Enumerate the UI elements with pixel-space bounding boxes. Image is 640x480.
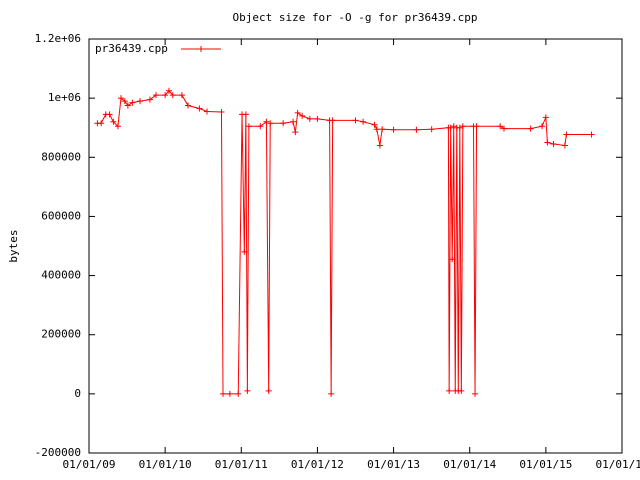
data-point [371, 121, 378, 128]
y-tick-label: 600000 [41, 209, 81, 222]
data-point [184, 102, 191, 109]
x-tick-label: 01/01/15 [519, 458, 572, 471]
series-line [97, 89, 592, 395]
x-tick-label: 01/01/14 [443, 458, 496, 471]
data-point [328, 390, 335, 397]
data-point [220, 390, 227, 397]
data-point [153, 92, 160, 99]
data-point [124, 102, 131, 109]
legend-marker [198, 46, 204, 52]
data-point [162, 92, 169, 99]
data-point [497, 123, 504, 130]
x-tick-label: 01/01/10 [139, 458, 192, 471]
data-point [550, 140, 557, 147]
data-point [376, 142, 383, 149]
data-point [146, 96, 153, 103]
x-tick-label: 01/01/12 [291, 458, 344, 471]
data-point [235, 390, 242, 397]
y-tick-label: 200000 [41, 328, 81, 341]
data-point [542, 114, 549, 121]
data-point [458, 387, 465, 394]
data-point [299, 112, 306, 119]
data-point [588, 131, 595, 138]
data-point [290, 118, 297, 125]
data-point [544, 139, 551, 146]
data-point [218, 109, 225, 116]
data-point [106, 111, 113, 118]
data-point [473, 123, 480, 130]
data-point [204, 108, 211, 115]
data-point [241, 248, 248, 255]
y-tick-label: 1e+06 [48, 91, 81, 104]
y-tick-label: 800000 [41, 150, 81, 163]
data-point [379, 126, 386, 133]
data-point [137, 98, 144, 105]
data-point [447, 124, 454, 131]
data-point [263, 118, 270, 125]
data-point [114, 123, 121, 130]
data-point [121, 98, 128, 105]
data-point [561, 142, 568, 149]
data-point [539, 123, 546, 130]
data-point [527, 125, 534, 132]
data-point [449, 256, 456, 263]
data-point [242, 111, 249, 118]
data-point [178, 92, 185, 99]
data-point [314, 115, 321, 122]
y-tick-label: 400000 [41, 269, 81, 282]
data-point [360, 118, 367, 125]
data-point [265, 387, 272, 394]
chart-title: Object size for -O -g for pr36439.cpp [232, 11, 477, 24]
y-tick-label: 0 [74, 387, 81, 400]
data-point [373, 126, 380, 133]
data-point [459, 123, 466, 130]
x-tick-label: 01/01/13 [367, 458, 420, 471]
data-point [226, 390, 233, 397]
x-tick-label: 01/01/09 [63, 458, 116, 471]
data-point [110, 118, 117, 125]
data-point [352, 117, 359, 124]
data-point [390, 126, 397, 133]
data-point [500, 125, 507, 132]
data-point [472, 390, 479, 397]
y-axis-label: bytes [7, 229, 20, 262]
data-point [563, 131, 570, 138]
data-point [456, 124, 463, 131]
data-point [413, 126, 420, 133]
data-point [257, 123, 264, 130]
data-point [306, 115, 313, 122]
data-point [267, 120, 274, 127]
data-point [245, 123, 252, 130]
y-tick-label: 1.2e+06 [35, 32, 81, 45]
data-point [98, 120, 105, 127]
plot-border [88, 38, 623, 454]
data-point [196, 105, 203, 112]
data-point [329, 117, 336, 124]
x-tick-label: 01/01/11 [215, 458, 268, 471]
data-point [446, 387, 453, 394]
data-point [428, 126, 435, 133]
data-point [294, 109, 301, 116]
data-point [280, 120, 287, 127]
data-point [165, 87, 172, 94]
data-point [129, 99, 136, 106]
y-tick-label: -200000 [35, 446, 81, 459]
x-tick-label: 01/01/16 [596, 458, 640, 471]
data-point [117, 95, 124, 102]
data-point [169, 92, 176, 99]
data-point [244, 387, 251, 394]
data-point [292, 129, 299, 136]
data-point [450, 123, 457, 130]
legend-label: pr36439.cpp [95, 42, 168, 55]
